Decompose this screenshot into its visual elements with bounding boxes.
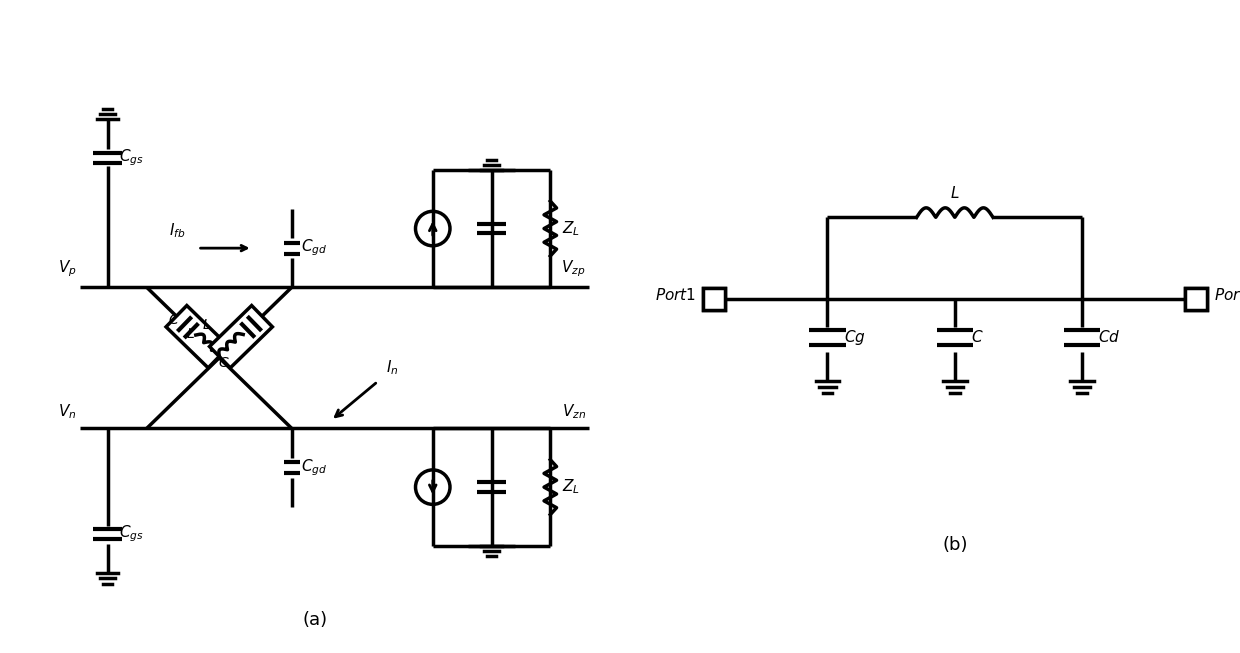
Text: $Z_L$: $Z_L$: [562, 219, 580, 238]
Bar: [1185, 289, 1207, 310]
Text: $V_{zp}$: $V_{zp}$: [562, 259, 585, 279]
Bar: [166, 306, 229, 368]
Text: $L$: $L$: [186, 326, 195, 341]
Text: $Cg$: $Cg$: [844, 328, 866, 347]
Text: $C_{gd}$: $C_{gd}$: [301, 238, 327, 259]
Text: $C$: $C$: [167, 313, 180, 326]
Text: $I_{fb}$: $I_{fb}$: [170, 221, 186, 240]
Text: $Z_L$: $Z_L$: [562, 478, 580, 496]
Text: (a): (a): [303, 611, 327, 629]
Text: $V_n$: $V_n$: [58, 402, 76, 421]
Text: $L$: $L$: [202, 318, 211, 332]
Text: $Cd$: $Cd$: [1099, 329, 1121, 345]
Text: $I_n$: $I_n$: [386, 358, 398, 377]
Bar: [703, 289, 724, 310]
Text: $C$: $C$: [971, 329, 983, 345]
Bar: [210, 306, 273, 368]
Text: $L$: $L$: [950, 185, 960, 201]
Text: $Port1$: $Port1$: [655, 287, 696, 303]
Bar: [703, 289, 724, 310]
Text: $C_{gd}$: $C_{gd}$: [301, 457, 327, 478]
Text: $C$: $C$: [217, 357, 229, 370]
Text: $V_p$: $V_p$: [57, 259, 76, 279]
Text: (b): (b): [942, 535, 967, 554]
Text: $C_{gs}$: $C_{gs}$: [119, 524, 144, 545]
Bar: [1185, 289, 1207, 310]
Text: $Port2$: $Port2$: [1214, 287, 1240, 303]
Text: $V_{zn}$: $V_{zn}$: [562, 402, 585, 421]
Text: $C_{gs}$: $C_{gs}$: [119, 148, 144, 168]
